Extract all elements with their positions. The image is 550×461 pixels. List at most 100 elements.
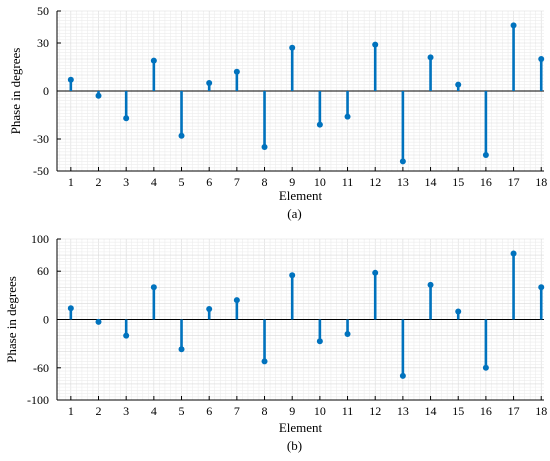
stem-3	[123, 91, 130, 122]
x-tick-label: 2	[96, 404, 102, 418]
x-tick-label: 6	[206, 175, 212, 189]
y-axis-title: Phase in degrees	[4, 276, 19, 363]
y-tick-label: 30	[37, 36, 49, 50]
x-axis-title: Element	[279, 420, 323, 435]
x-tick-label: 8	[262, 175, 268, 189]
stem-1	[67, 305, 74, 320]
x-tick-label: 2	[96, 175, 102, 189]
stem-marker	[538, 284, 545, 291]
y-tick-label: 100	[31, 232, 49, 246]
stem-marker	[206, 80, 213, 86]
panel-caption: (b)	[287, 438, 302, 453]
x-tick-label: 3	[123, 175, 129, 189]
y-tick-label: -100	[27, 393, 49, 407]
x-tick-label: 6	[206, 404, 212, 418]
stem-12	[372, 269, 379, 320]
stem-marker	[482, 364, 489, 371]
stem-5	[178, 319, 185, 353]
stem-marker	[95, 92, 102, 99]
stem-18	[538, 56, 545, 91]
stem-13	[399, 319, 406, 379]
x-tick-label: 1	[68, 175, 74, 189]
stem-6	[206, 80, 213, 91]
y-tick-label: 0	[43, 313, 49, 327]
y-tick-label: 50	[37, 4, 49, 18]
x-tick-label: 16	[480, 404, 492, 418]
stem-marker	[344, 330, 351, 337]
x-tick-label: 10	[314, 404, 326, 418]
stem-15	[455, 81, 462, 91]
stem-marker	[123, 115, 130, 122]
stem-14	[427, 54, 434, 91]
stem-marker	[510, 22, 517, 29]
stem-marker	[482, 152, 489, 158]
stem-marker	[427, 281, 434, 288]
stem-marker	[316, 338, 323, 345]
stem-marker	[67, 305, 74, 312]
stem-marker	[427, 54, 434, 61]
stem-11	[344, 319, 351, 337]
x-tick-label: 14	[425, 404, 437, 418]
stem-2	[95, 91, 102, 99]
x-tick-label: 5	[179, 175, 185, 189]
panel-caption: (a)	[287, 206, 301, 221]
stem-8	[261, 319, 268, 365]
x-tick-label: 14	[425, 175, 437, 189]
stem-9	[289, 272, 296, 320]
x-tick-label: 13	[397, 175, 409, 189]
x-tick-label: 16	[480, 175, 492, 189]
stem-marker	[233, 297, 240, 304]
stem-marker	[233, 68, 240, 75]
stem-7	[233, 297, 240, 320]
y-tick-label: -60	[33, 361, 49, 375]
x-tick-label: 13	[397, 404, 409, 418]
x-tick-label: 17	[508, 404, 520, 418]
stem-marker	[344, 113, 351, 120]
stem-4	[150, 284, 157, 320]
stem-marker	[372, 269, 379, 276]
stem-marker	[455, 308, 462, 315]
y-tick-label: 0	[43, 84, 49, 98]
stem-14	[427, 281, 434, 320]
stem-marker	[150, 284, 157, 291]
stem-1	[67, 76, 74, 91]
stem-marker	[289, 272, 296, 279]
x-tick-label: 17	[508, 175, 520, 189]
x-tick-label: 7	[234, 404, 240, 418]
stem-10	[316, 319, 323, 345]
x-tick-label: 7	[234, 175, 240, 189]
stem-17	[510, 22, 517, 91]
stem-marker	[372, 41, 379, 48]
x-tick-label: 1	[68, 404, 74, 418]
stem-marker	[316, 121, 323, 128]
x-tick-label: 4	[151, 404, 157, 418]
stem-16	[482, 319, 489, 371]
stem-marker	[538, 56, 545, 62]
x-tick-label: 15	[452, 404, 464, 418]
y-tick-label: -30	[33, 132, 49, 146]
y-axis-title: Phase in degrees	[8, 48, 23, 135]
x-tick-label: 5	[179, 404, 185, 418]
x-axis-title: Element	[279, 188, 323, 203]
stem-11	[344, 91, 351, 120]
x-tick-label: 9	[289, 175, 295, 189]
x-tick-label: 15	[452, 175, 464, 189]
x-tick-label: 9	[289, 404, 295, 418]
stem-marker	[178, 346, 185, 353]
x-tick-label: 11	[342, 404, 354, 418]
stem-18	[538, 284, 545, 320]
stem-13	[399, 91, 406, 165]
stem-12	[372, 41, 379, 91]
stem-17	[510, 250, 517, 320]
x-tick-label: 11	[342, 175, 354, 189]
stem-marker	[95, 318, 102, 325]
x-tick-label: 4	[151, 175, 157, 189]
stem-7	[233, 68, 240, 91]
stem-8	[261, 91, 268, 150]
x-tick-label: 12	[369, 404, 381, 418]
stem-10	[316, 91, 323, 128]
stem-marker	[206, 306, 213, 313]
